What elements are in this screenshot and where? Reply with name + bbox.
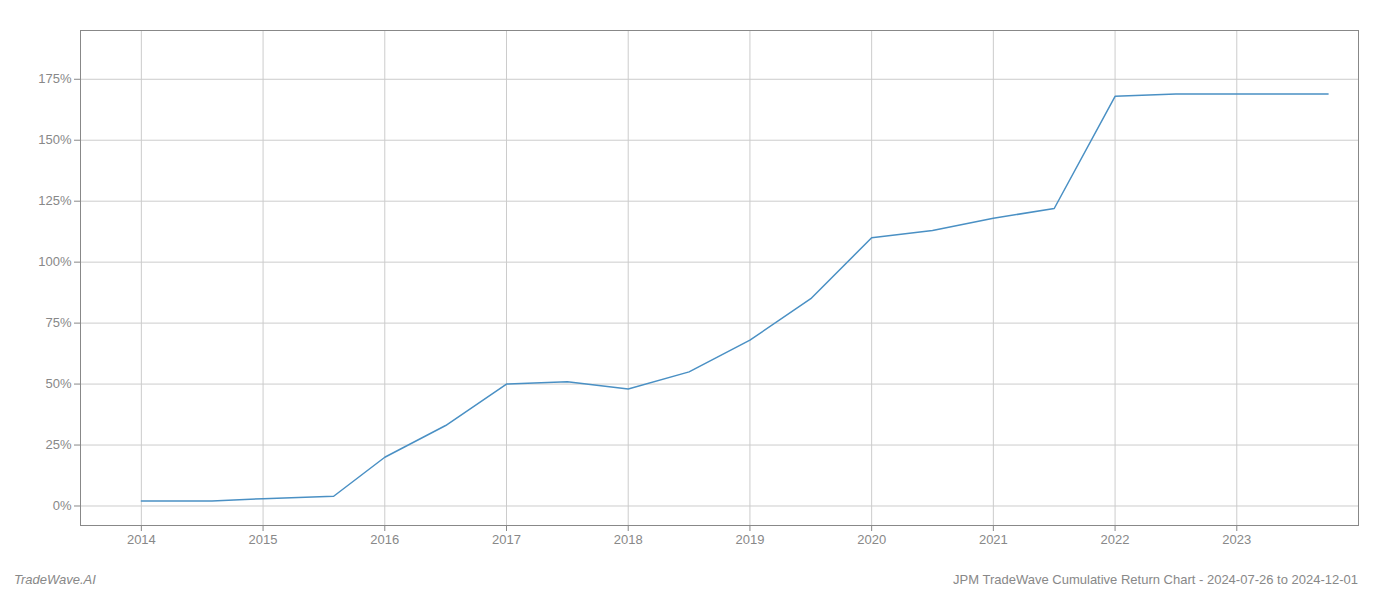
html-text:JPM TradeWave Cumulative Retur: JPM TradeWave Cumulative Return Chart - … (953, 572, 1358, 587)
svg-text:75%: 75% (45, 315, 71, 330)
svg-text:2016: 2016 (370, 532, 399, 547)
svg-text:2022: 2022 (1101, 532, 1130, 547)
svg-text:175%: 175% (38, 71, 72, 86)
svg-text:50%: 50% (45, 376, 71, 391)
svg-text:100%: 100% (38, 254, 72, 269)
svg-text:2021: 2021 (979, 532, 1008, 547)
svg-text:2014: 2014 (127, 532, 156, 547)
svg-text:2019: 2019 (735, 532, 764, 547)
svg-text:2015: 2015 (249, 532, 278, 547)
svg-text:2020: 2020 (857, 532, 886, 547)
svg-text:150%: 150% (38, 132, 72, 147)
svg-text:25%: 25% (45, 437, 71, 452)
html-text:TradeWave.AI: TradeWave.AI (14, 572, 96, 587)
svg-text:2017: 2017 (492, 532, 521, 547)
svg-text:0%: 0% (53, 498, 72, 513)
svg-text:2018: 2018 (614, 532, 643, 547)
svg-text:2023: 2023 (1222, 532, 1251, 547)
svg-text:125%: 125% (38, 193, 72, 208)
